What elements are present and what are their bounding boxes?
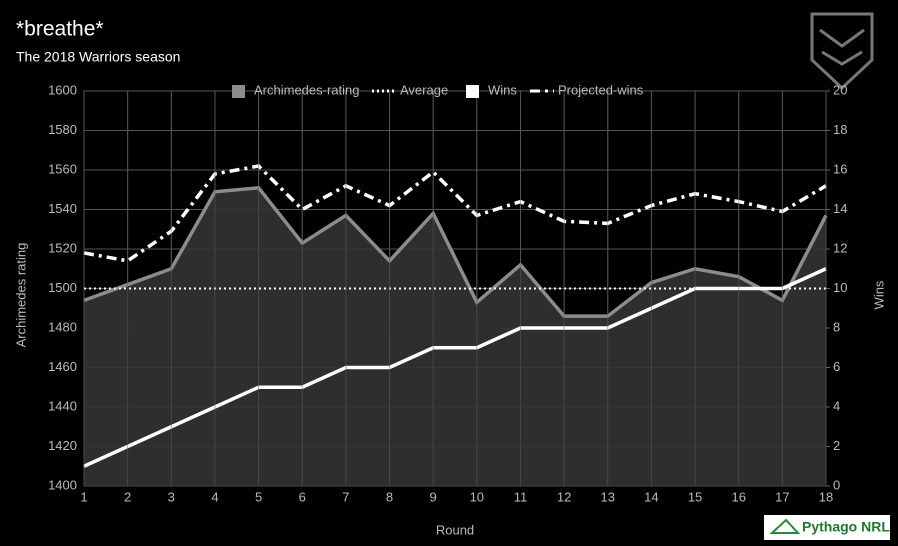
x-tick-label: 13 <box>601 489 615 504</box>
team-logo <box>810 12 874 91</box>
y2-tick-label: 16 <box>833 161 847 176</box>
series-line <box>83 267 827 468</box>
y-tick-label: 1480 <box>48 319 77 334</box>
brand-badge: Pythago NRL <box>764 515 890 540</box>
y-tick-label: 1500 <box>48 280 77 295</box>
y2-tick-label: 20 <box>833 82 847 97</box>
y2-tick-label: 2 <box>833 438 840 453</box>
x-tick-label: 15 <box>688 489 702 504</box>
legend-label: Projected-wins <box>558 82 644 97</box>
chart-subtitle: The 2018 Warriors season <box>16 49 180 65</box>
x-tick-label: 2 <box>124 489 131 504</box>
y-tick-label: 1460 <box>48 359 77 374</box>
x-tick-label: 9 <box>430 489 437 504</box>
y2-axis-label: Wins <box>871 280 886 309</box>
y-tick-label: 1540 <box>48 201 77 216</box>
y2-tick-label: 14 <box>833 201 847 216</box>
x-tick-label: 5 <box>255 489 262 504</box>
y-tick-label: 1560 <box>48 161 77 176</box>
legend-swatch <box>466 85 479 98</box>
y2-tick-label: 0 <box>833 477 840 492</box>
x-tick-label: 10 <box>470 489 484 504</box>
y2-tick-label: 10 <box>833 280 847 295</box>
series-line <box>83 185 828 318</box>
legend-label: Average <box>400 82 448 97</box>
y2-tick-label: 18 <box>833 122 847 137</box>
legend-label: Archimedes-rating <box>254 82 360 97</box>
x-tick-label: 16 <box>731 489 745 504</box>
x-tick-label: 8 <box>386 489 393 504</box>
y2-tick-label: 12 <box>833 240 847 255</box>
y-tick-label: 1420 <box>48 438 77 453</box>
chart-title: *breathe* <box>16 18 104 41</box>
x-tick-label: 18 <box>819 489 833 504</box>
y-axis-label: Archimedes rating <box>13 243 28 348</box>
x-tick-label: 17 <box>775 489 789 504</box>
x-axis-label: Round <box>436 522 474 537</box>
x-tick-label: 4 <box>211 489 218 504</box>
y-tick-label: 1600 <box>48 82 77 97</box>
x-tick-label: 12 <box>557 489 571 504</box>
y-tick-label: 1400 <box>48 477 77 492</box>
y-tick-label: 1520 <box>48 240 77 255</box>
x-tick-label: 7 <box>342 489 349 504</box>
area-fill <box>84 187 826 486</box>
legend-label: Wins <box>488 82 517 97</box>
x-tick-label: 3 <box>168 489 175 504</box>
legend-swatch <box>232 85 245 98</box>
brand-text: Pythago NRL <box>802 519 890 535</box>
x-tick-label: 14 <box>644 489 658 504</box>
y2-tick-label: 6 <box>833 359 840 374</box>
x-tick-label: 6 <box>299 489 306 504</box>
x-tick-label: 1 <box>80 489 87 504</box>
y-tick-label: 1580 <box>48 122 77 137</box>
x-tick-label: 11 <box>514 489 528 504</box>
y-tick-label: 1440 <box>48 398 77 413</box>
y2-tick-label: 4 <box>833 398 840 413</box>
y2-tick-label: 8 <box>833 319 840 334</box>
